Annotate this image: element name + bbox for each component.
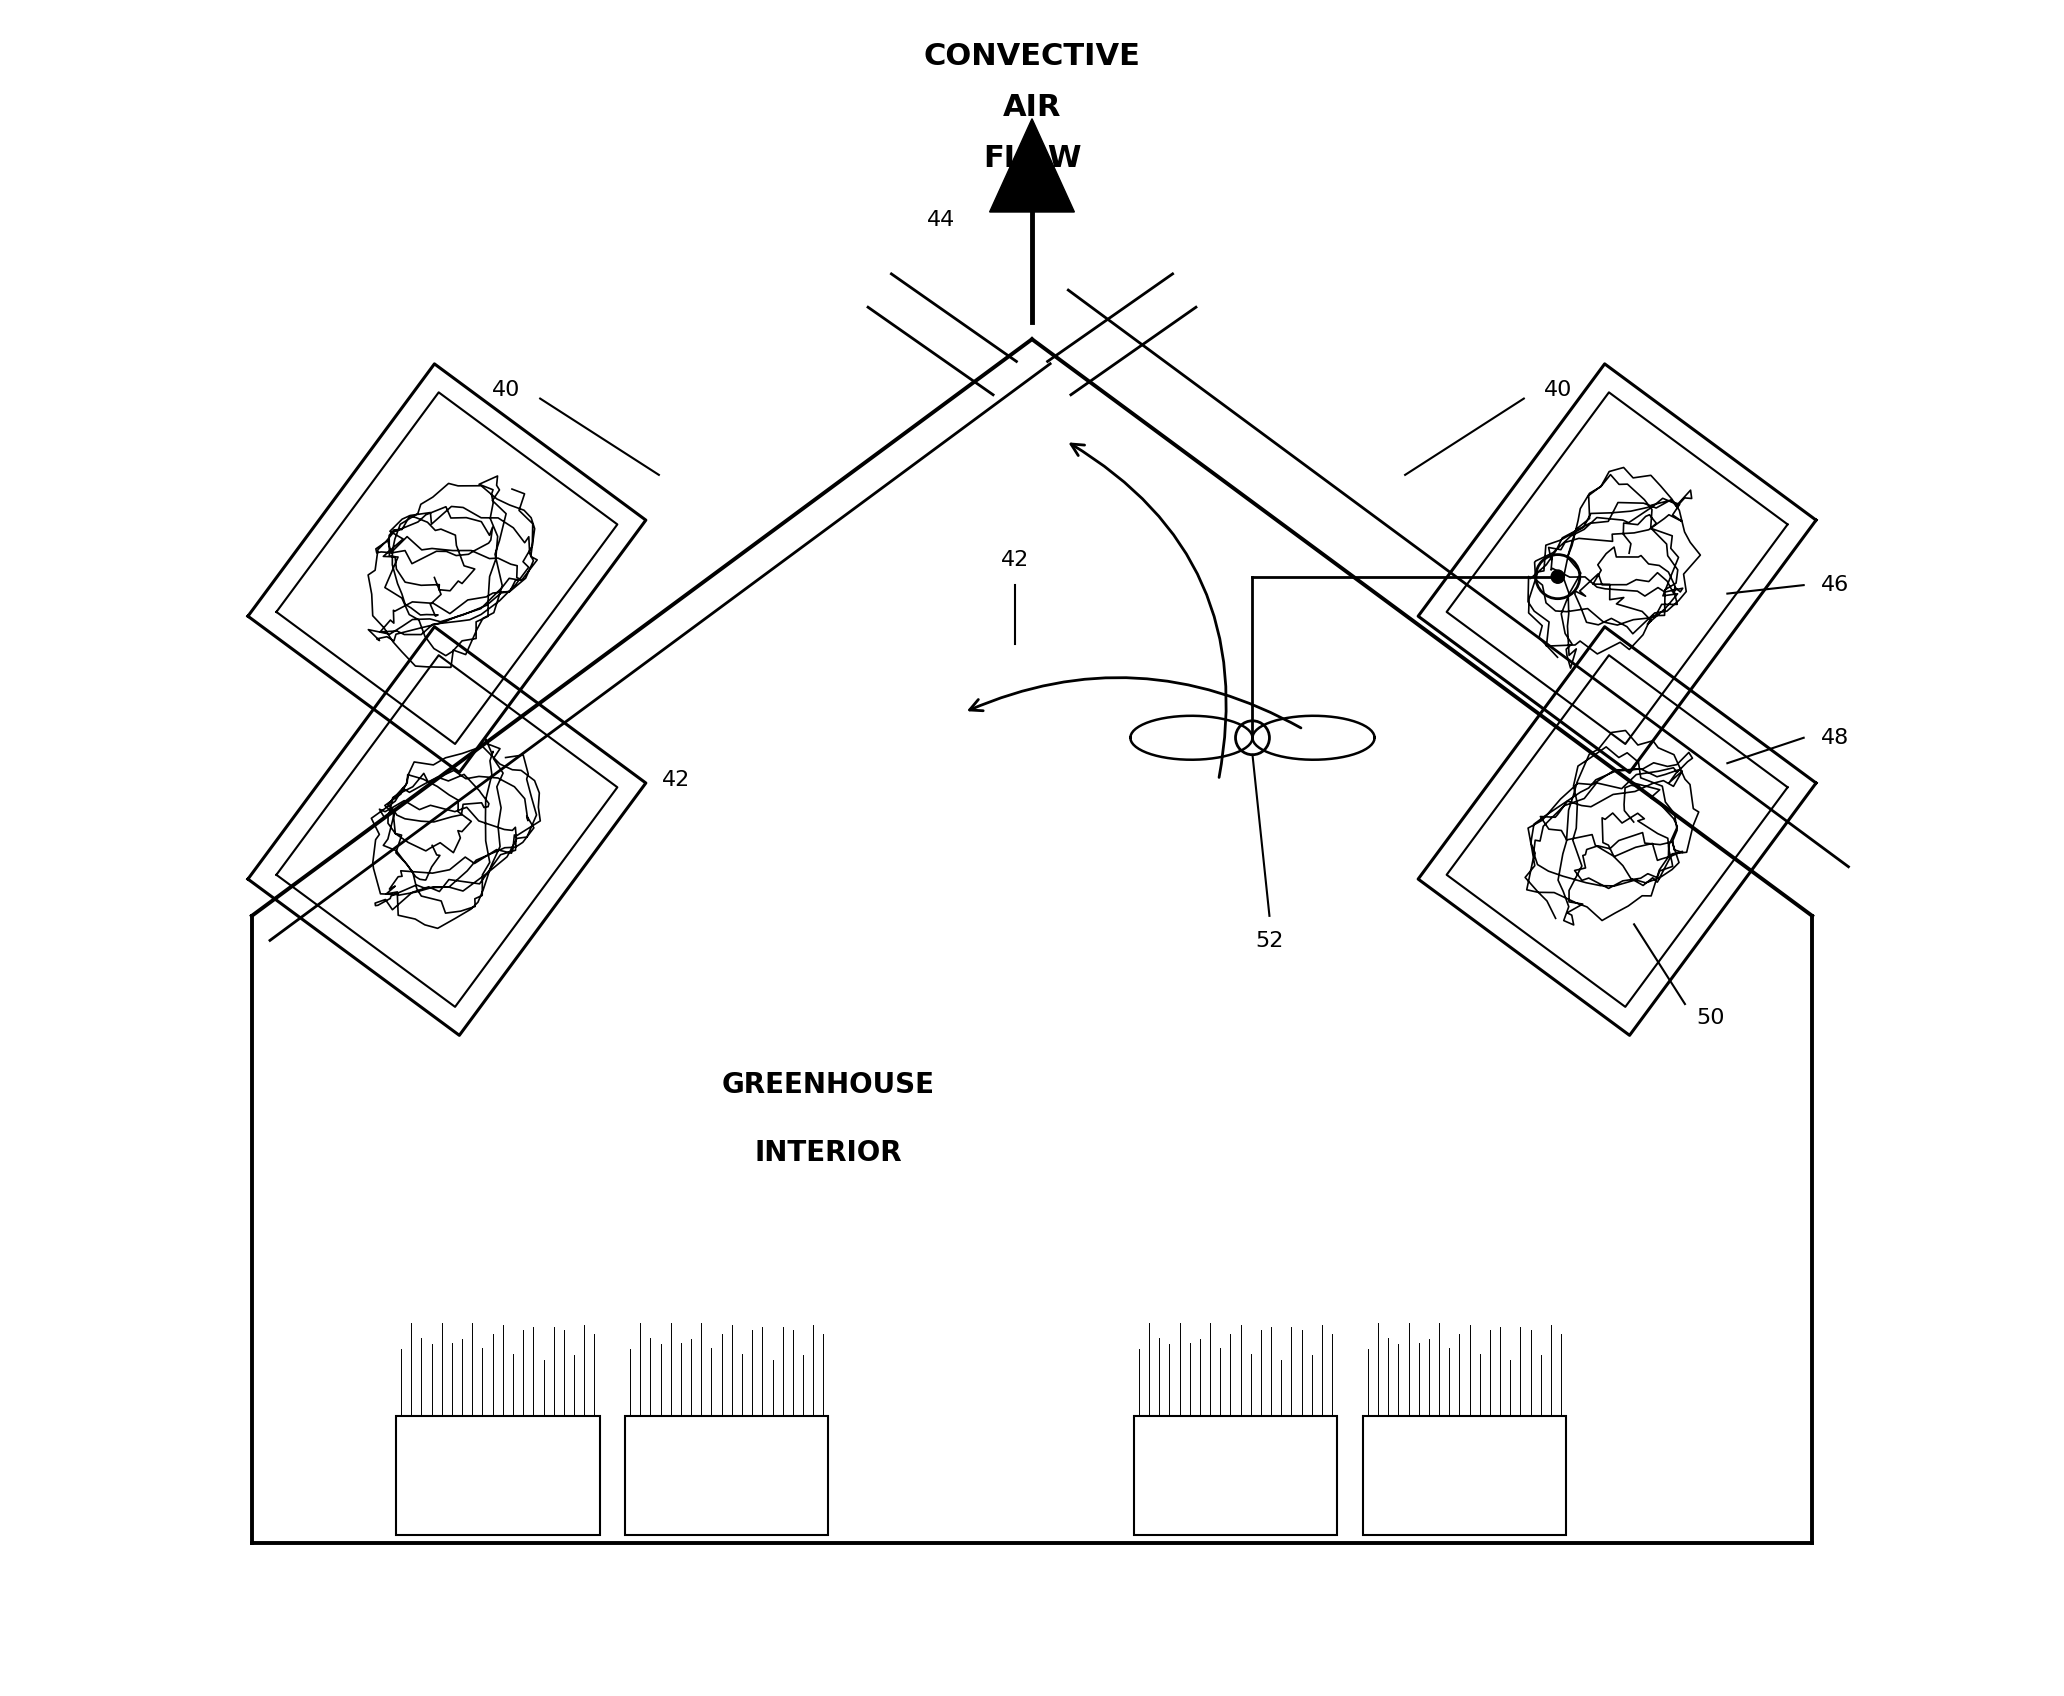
Text: 44: 44 — [927, 210, 956, 231]
Text: 42: 42 — [1001, 550, 1030, 570]
Text: 42: 42 — [663, 770, 689, 790]
Circle shape — [1552, 570, 1565, 583]
Text: 40: 40 — [1544, 380, 1573, 400]
FancyArrowPatch shape — [1071, 444, 1226, 777]
Text: 40: 40 — [491, 380, 520, 400]
Text: INTERIOR: INTERIOR — [755, 1140, 902, 1167]
Bar — [1362, 1416, 1567, 1535]
Bar — [1133, 1416, 1337, 1535]
Bar — [625, 1416, 828, 1535]
FancyArrowPatch shape — [970, 678, 1300, 728]
Text: CONVECTIVE: CONVECTIVE — [923, 42, 1141, 71]
Text: FLOW: FLOW — [982, 144, 1082, 173]
Text: 48: 48 — [1820, 728, 1849, 748]
Text: GREENHOUSE: GREENHOUSE — [722, 1072, 935, 1099]
Text: 46: 46 — [1820, 575, 1849, 595]
Text: 52: 52 — [1255, 931, 1284, 951]
Text: 50: 50 — [1697, 1007, 1726, 1028]
Text: AIR: AIR — [1003, 93, 1061, 122]
Bar — [396, 1416, 599, 1535]
Polygon shape — [989, 119, 1075, 212]
